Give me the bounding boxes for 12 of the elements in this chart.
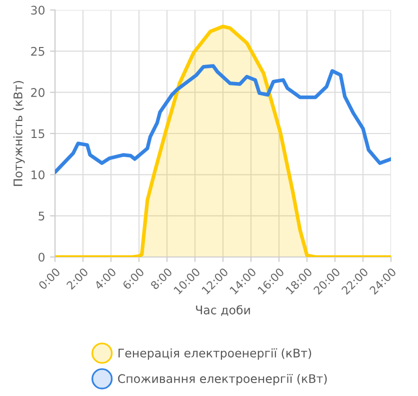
y-tick-label: 25 bbox=[31, 46, 44, 56]
y-axis-title: Потужність (кВт) bbox=[13, 81, 25, 186]
y-tick-label: 30 bbox=[31, 6, 44, 15]
y-tick-label: 0 bbox=[38, 252, 44, 262]
legend-label: Генерація електроенергії (кВт) bbox=[118, 348, 312, 360]
y-tick-label: 10 bbox=[32, 170, 44, 180]
line-series bbox=[55, 64, 391, 174]
y-tick-label: 5 bbox=[38, 212, 44, 220]
x-axis-title: Час доби bbox=[196, 305, 250, 316]
y-tick-label: 20 bbox=[31, 88, 44, 97]
legend-label: Споживання електроенергії (кВт) bbox=[118, 374, 327, 386]
y-tick-label: 15 bbox=[32, 129, 44, 138]
